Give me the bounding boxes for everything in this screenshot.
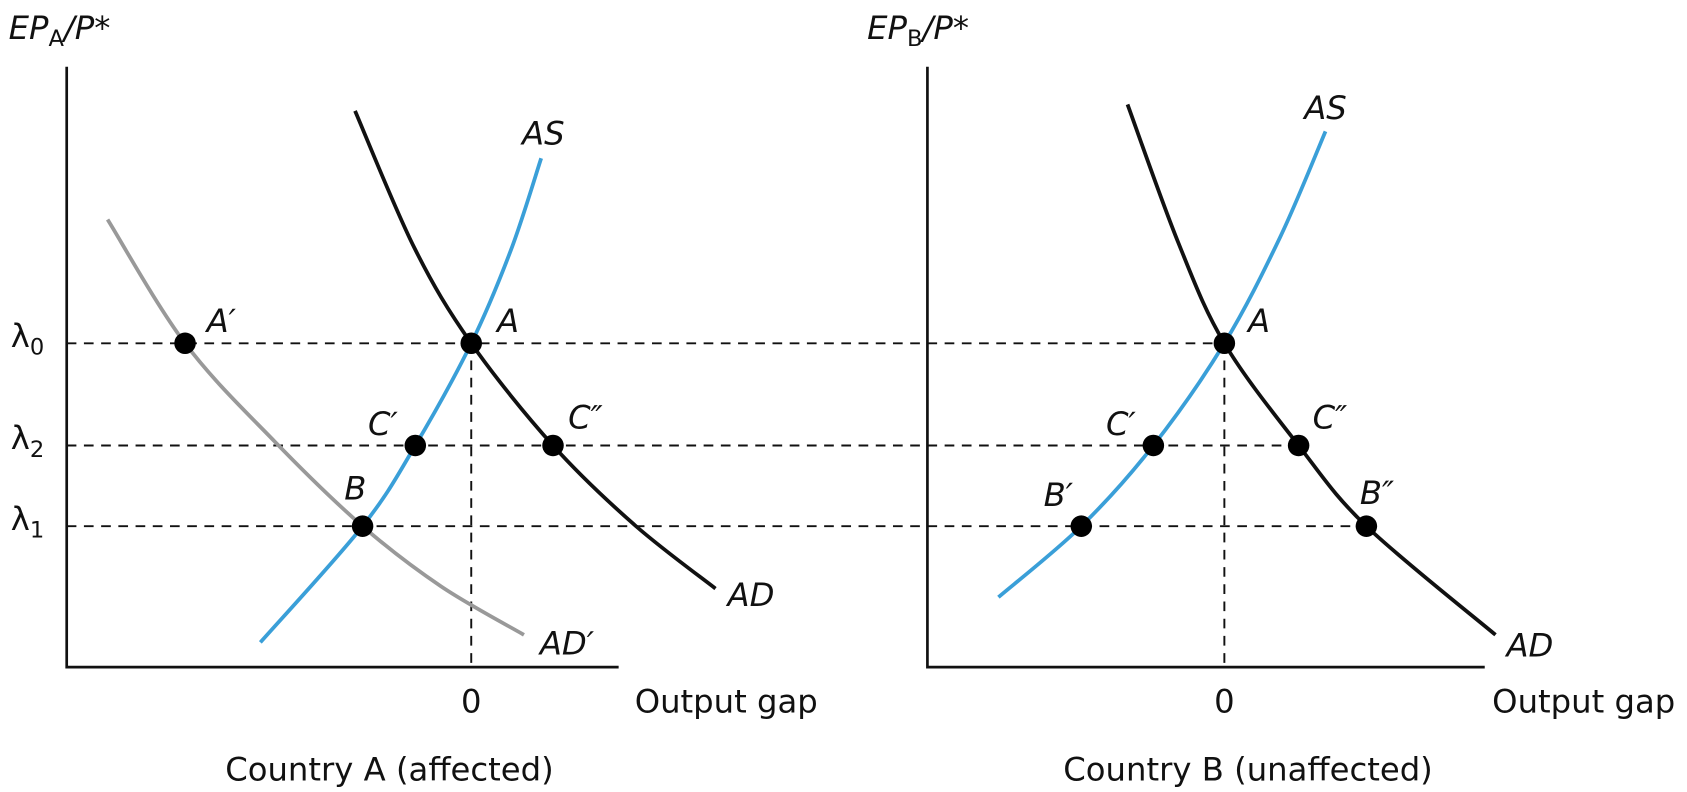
point-label: C″ [1313, 399, 1348, 437]
axes-b [926, 66, 1485, 669]
curve-label: AD [726, 576, 775, 614]
y-axis-label: EPA/P* [9, 9, 111, 51]
x-axis-label: Output gap [635, 683, 818, 721]
y-tick-label: λ0 [11, 317, 44, 360]
x-tick-label: 0 [1214, 683, 1235, 721]
point [1142, 434, 1165, 457]
point-label: B′ [1044, 476, 1074, 514]
point [1355, 515, 1378, 537]
point [1287, 434, 1310, 457]
point [174, 332, 196, 355]
point-label: C″ [568, 399, 603, 437]
point-label: A [495, 302, 519, 340]
x-axis-label: Output gap [1492, 683, 1675, 721]
point [460, 332, 482, 355]
panel-title: Country B (unaffected) [1063, 750, 1432, 788]
y-tick-label: λ1 [11, 500, 44, 543]
curve-ad-prime [105, 218, 525, 637]
point [351, 515, 374, 537]
point [404, 434, 427, 457]
curve-ad-b [1125, 103, 1497, 637]
curve-label: AD [1504, 627, 1553, 665]
x-tick-label: 0 [461, 683, 482, 721]
point [1070, 515, 1093, 537]
curve-label: AS [520, 115, 565, 153]
point [542, 434, 564, 457]
panel-title: Country A (affected) [225, 750, 554, 788]
point-label: A′ [205, 302, 237, 340]
point-label: B″ [1360, 474, 1394, 512]
curve-as-a [258, 157, 543, 644]
curve-ad-a [353, 110, 717, 591]
point-label: A [1246, 302, 1270, 340]
axes-a [65, 66, 619, 669]
y-tick-label: λ2 [11, 419, 44, 462]
point-label: C′ [368, 405, 399, 443]
point [1213, 332, 1236, 355]
point-label: C′ [1106, 405, 1137, 443]
curve-label: AD′ [538, 625, 595, 663]
point-label: B [344, 470, 366, 508]
curve-label: AS [1302, 89, 1347, 127]
y-axis-label: EPB/P* [867, 9, 969, 51]
